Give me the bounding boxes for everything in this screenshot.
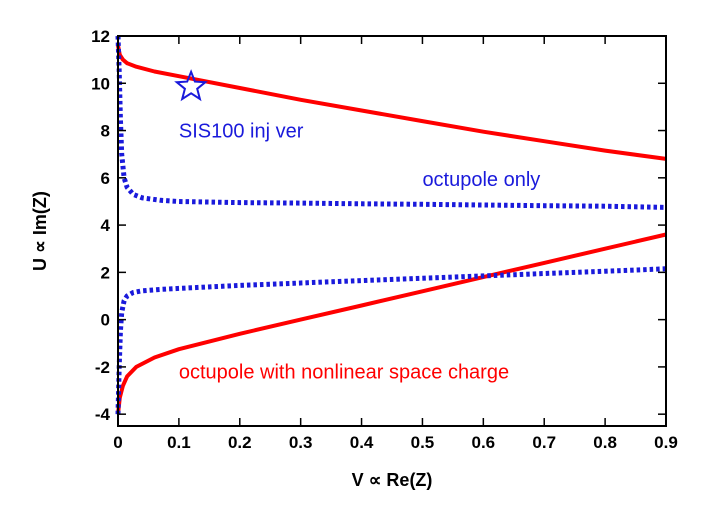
x-tick-label: 0.4 (350, 433, 374, 452)
y-tick-label: 4 (101, 216, 111, 235)
x-ticks: 0 0.1 0.2 0.3 0.4 0.5 0.6 0.7 0.8 0.9 (113, 36, 678, 452)
series-4-line (115, 266, 667, 415)
y-tick-label: 10 (91, 74, 110, 93)
y-tick-label: 2 (101, 263, 110, 282)
annotation-layer: SIS100 inj ver octupole only octupole with… (179, 121, 540, 384)
y-tick-label: -2 (95, 358, 110, 377)
x-tick-label: 0 (113, 433, 122, 452)
star-marker-icon (174, 69, 208, 102)
y-tick-label: 6 (101, 169, 110, 188)
annotation-3: octupole with nonlinear space charge (179, 362, 509, 384)
x-tick-label: 0.3 (289, 433, 313, 452)
plot-frame (117, 35, 667, 427)
x-tick-label: 0.7 (532, 433, 556, 452)
y-tick-label: -4 (95, 405, 111, 424)
y-tick-label: 12 (91, 27, 110, 46)
series-2-line (116, 232, 667, 415)
x-tick-label: 0.1 (167, 433, 191, 452)
x-tick-label: 0.2 (228, 433, 252, 452)
series-1-line (116, 45, 667, 161)
series-layer (115, 35, 667, 415)
y-tick-label: 8 (101, 122, 110, 141)
y-axis-title: U ∝ Im(Z) (30, 191, 50, 271)
x-tick-label: 0.8 (593, 433, 617, 452)
x-tick-label: 0.6 (472, 433, 496, 452)
y-tick-label: 0 (101, 311, 110, 330)
x-tick-label: 0.5 (411, 433, 435, 452)
annotation-1: SIS100 inj ver (179, 121, 304, 143)
x-tick-label: 0.9 (654, 433, 678, 452)
series-3-line (115, 35, 667, 210)
annotation-2: octupole only (422, 169, 540, 191)
x-axis-title: V ∝ Re(Z) (352, 470, 433, 490)
marker-layer (174, 69, 208, 102)
y-ticks: -4 -2 0 2 4 6 8 10 12 (91, 27, 666, 424)
